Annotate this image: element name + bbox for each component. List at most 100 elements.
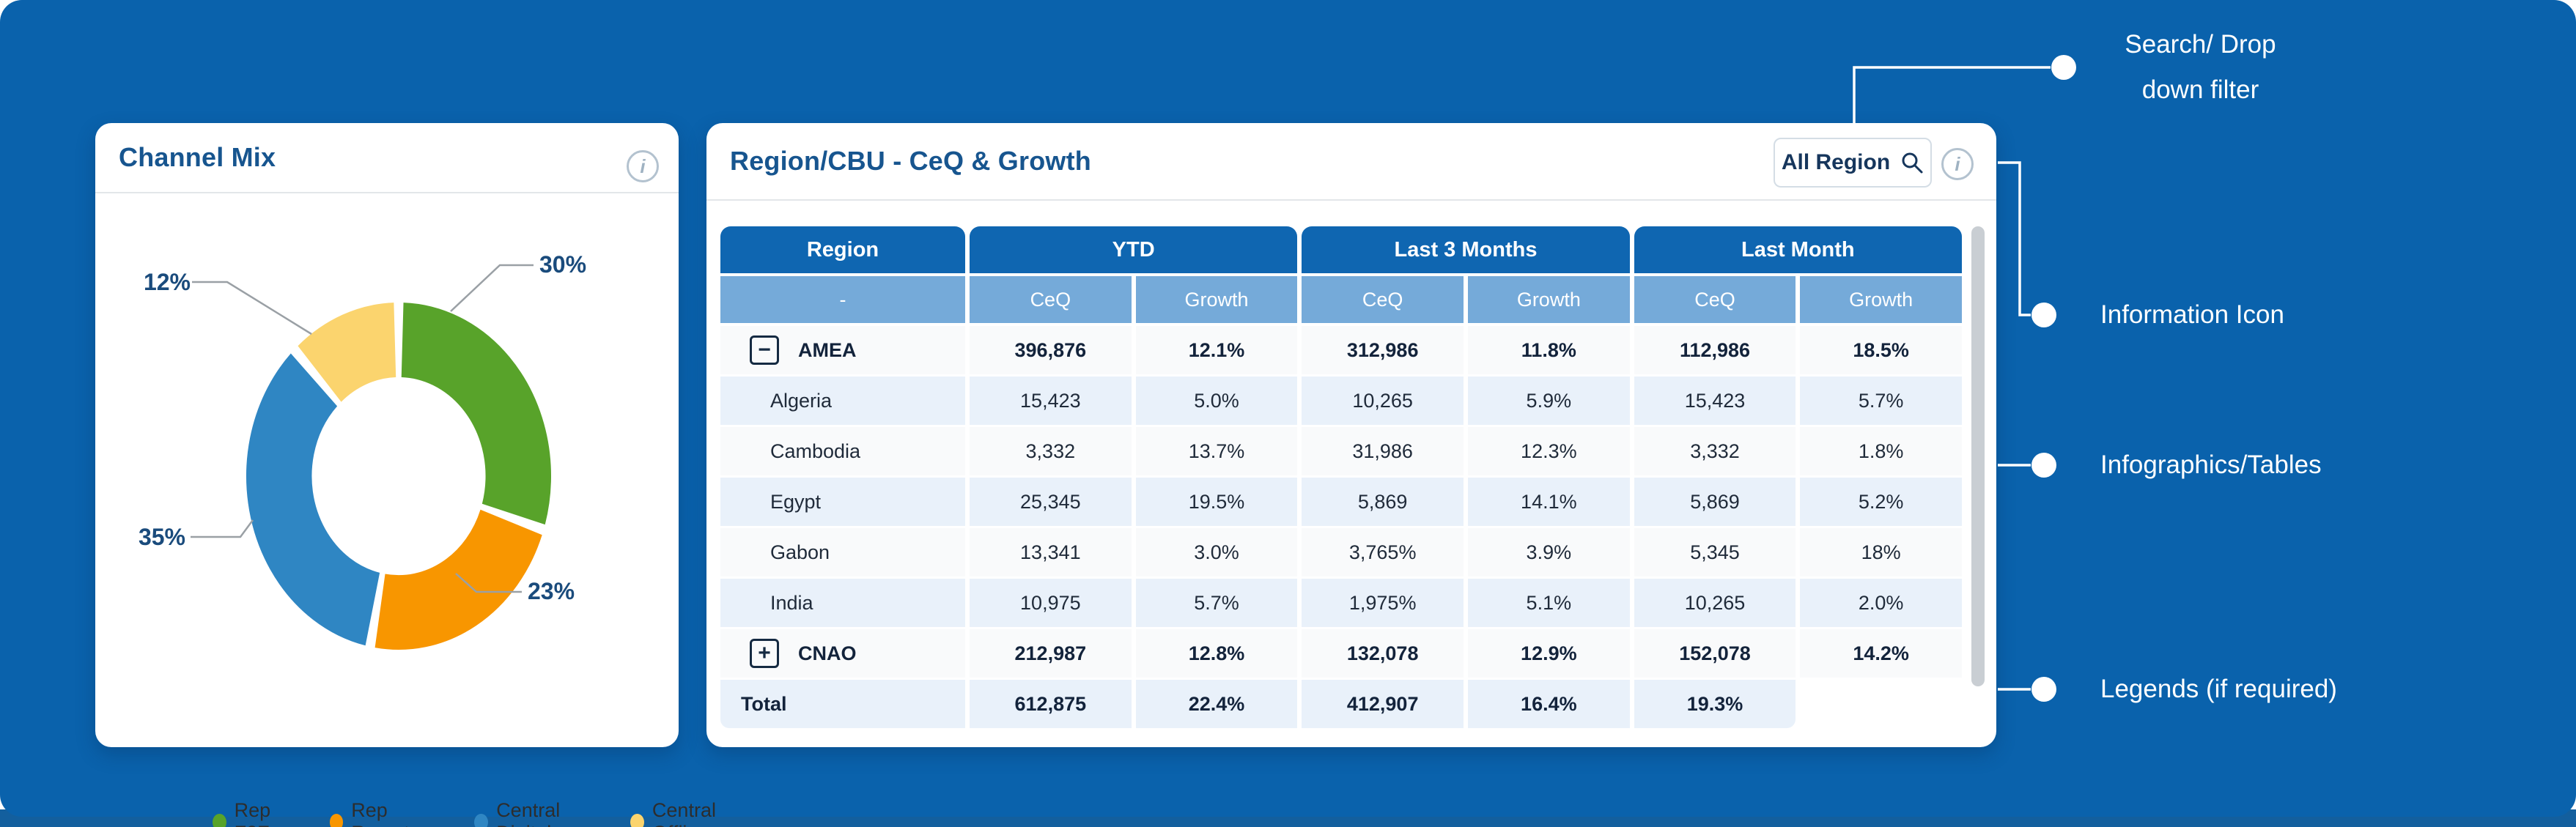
table-card-header: Region/CBU - CeQ & Growth (706, 123, 1996, 201)
info-icon[interactable]: i (627, 150, 659, 182)
legend-dot-orange (329, 813, 344, 827)
table-sub-header-row: - CeQ Growth CeQ Growth CeQ Growth (720, 276, 1962, 323)
donut-label-12: 12% (143, 269, 191, 295)
cell: 1.8% (1800, 427, 1962, 475)
region-name: CNAO (798, 642, 857, 664)
cell: 16.4% (1468, 680, 1630, 728)
table-row[interactable]: Egypt 25,345 19.5% 5,869 14.1% 5,869 5.2… (720, 478, 1962, 526)
table-scrollbar[interactable] (1971, 226, 1985, 686)
region-table: Region YTD Last 3 Months Last Month - Ce… (720, 226, 1962, 730)
info-icon[interactable]: i (1941, 148, 1974, 180)
cell: 25,345 (970, 478, 1132, 526)
subcol-ceq: CeQ (1302, 276, 1464, 323)
region-table-card: Region/CBU - CeQ & Growth All Region i R… (706, 123, 1996, 747)
cell: 1,975% (1302, 579, 1464, 627)
subcol-growth: Growth (1468, 276, 1630, 323)
subcol-ceq: CeQ (1634, 276, 1796, 323)
table-row[interactable]: − AMEA 396,876 12.1% 312,986 11.8% 112,98… (720, 326, 1962, 374)
annotation-search-filter: Search/ Drop down filter (2074, 22, 2327, 113)
cell: 312,986 (1302, 326, 1464, 374)
table-row[interactable]: India 10,975 5.7% 1,975% 5.1% 10,265 2.0… (720, 579, 1962, 627)
cell: 3,332 (1634, 427, 1796, 475)
cell: 13,341 (970, 528, 1132, 576)
region-name: AMEA (798, 338, 857, 361)
region-name: Gabon (720, 528, 965, 576)
col-group-last-3-months: Last 3 Months (1302, 226, 1630, 273)
cell: 132,078 (1302, 629, 1464, 678)
cell: 5.7% (1800, 377, 1962, 425)
annotation-line: down filter (2141, 75, 2259, 104)
legend-label: Rep F2F (234, 799, 271, 827)
cell: 10,265 (1302, 377, 1464, 425)
donut-label-23: 23% (528, 578, 575, 604)
table-row-total[interactable]: Total 612,875 22.4% 412,907 16.4% 19.3% (720, 680, 1962, 728)
region-filter-dropdown[interactable]: All Region (1774, 138, 1932, 188)
expand-icon[interactable]: + (750, 639, 779, 668)
cell: 22.4% (1135, 680, 1298, 728)
chart-legend: Rep F2F Rep Remote Central Digital Centr… (213, 799, 755, 827)
donut-segment-rep-remote[interactable] (246, 302, 552, 650)
legend-item-central-offline[interactable]: Central Offline (630, 799, 755, 827)
search-icon (1902, 152, 1923, 174)
region-name: India (720, 579, 965, 627)
cell: 3,765% (1302, 528, 1464, 576)
table-row[interactable]: Gabon 13,341 3.0% 3,765% 3.9% 5,345 18% (720, 528, 1962, 576)
cell: 5,869 (1634, 478, 1796, 526)
collapse-icon[interactable]: − (750, 335, 779, 365)
cell: 13.7% (1135, 427, 1298, 475)
cell: 212,987 (970, 629, 1132, 678)
cell: 10,975 (970, 579, 1132, 627)
cell: 5.2% (1800, 478, 1962, 526)
region-name: Egypt (720, 478, 965, 526)
legend-dot-yellow (630, 813, 644, 827)
info-icon-glyph: i (640, 155, 646, 177)
col-group-region: Region (720, 226, 965, 273)
annotation-infographics-tables: Infographics/Tables (2100, 450, 2322, 479)
subcol-dash: - (720, 276, 965, 323)
cell: 2.0% (1800, 579, 1962, 627)
legend-item-rep-remote[interactable]: Rep Remote (329, 799, 442, 827)
table-group-header-row: Region YTD Last 3 Months Last Month (720, 226, 1962, 273)
cell: 14.1% (1468, 478, 1630, 526)
annotation-information-icon: Information Icon (2100, 300, 2284, 329)
table-row[interactable]: Algeria 15,423 5.0% 10,265 5.9% 15,423 5… (720, 377, 1962, 425)
col-group-last-month: Last Month (1634, 226, 1962, 273)
col-group-ytd: YTD (970, 226, 1298, 273)
cell: 5,869 (1302, 478, 1464, 526)
region-name: Total (720, 680, 965, 728)
channel-mix-title: Channel Mix (119, 142, 276, 172)
cell: 5.9% (1468, 377, 1630, 425)
subcol-growth: Growth (1800, 276, 1962, 323)
channel-mix-header: Channel Mix (95, 123, 679, 193)
cell: 18.5% (1800, 326, 1962, 374)
subcol-ceq: CeQ (970, 276, 1132, 323)
annotation-line: Search/ Drop (2125, 30, 2276, 59)
table-row[interactable]: Cambodia 3,332 13.7% 31,986 12.3% 3,332 … (720, 427, 1962, 475)
cell: 18% (1800, 528, 1962, 576)
annotation-legends: Legends (if required) (2100, 675, 2337, 703)
cell: 12.8% (1135, 629, 1298, 678)
donut-segment-central-offline[interactable] (230, 283, 568, 668)
region-name: Algeria (720, 377, 965, 425)
cell: 612,875 (970, 680, 1132, 728)
legend-item-rep-f2f[interactable]: Rep F2F (213, 799, 297, 827)
legend-item-central-digital[interactable]: Central Digital (474, 799, 597, 827)
table-card-title: Region/CBU - CeQ & Growth (730, 146, 1091, 176)
cell: 5,345 (1634, 528, 1796, 576)
legend-dot-blue (474, 813, 489, 827)
cell: 19.5% (1135, 478, 1298, 526)
cell: 112,986 (1634, 326, 1796, 374)
cell: 12.3% (1468, 427, 1630, 475)
donut-segment-rep-f2f[interactable] (246, 303, 551, 650)
cell: 396,876 (970, 326, 1132, 374)
table-row[interactable]: + CNAO 212,987 12.8% 132,078 12.9% 152,07… (720, 629, 1962, 678)
cell: 12.9% (1468, 629, 1630, 678)
cell: 14.2% (1800, 629, 1962, 678)
region-filter-label: All Region (1781, 150, 1891, 174)
cell: 19.3% (1634, 680, 1796, 728)
legend-dot-green (213, 813, 226, 827)
legend-label: Central Digital (496, 799, 561, 827)
donut-label-30: 30% (539, 251, 587, 278)
cell: 412,907 (1302, 680, 1464, 728)
